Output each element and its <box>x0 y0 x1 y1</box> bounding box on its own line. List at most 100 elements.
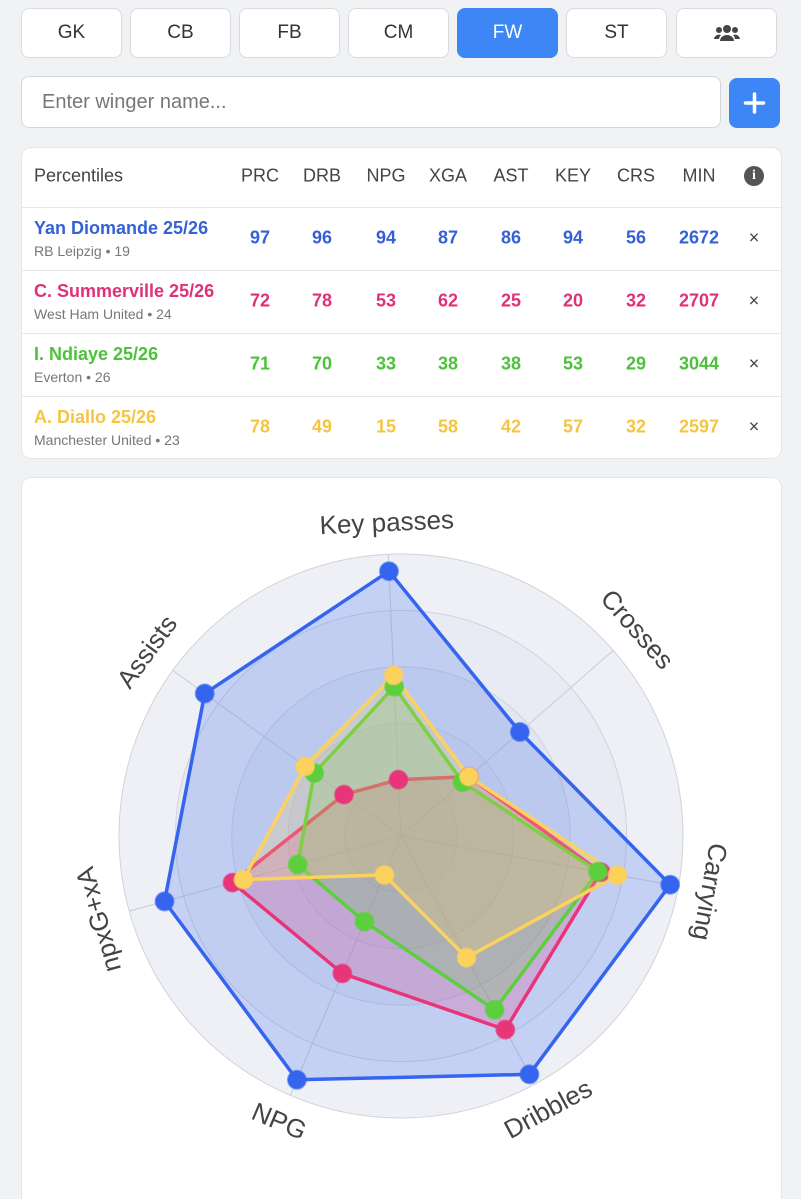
series-point <box>458 766 479 787</box>
position-tab[interactable]: GK <box>21 8 122 58</box>
stat-value: 86 <box>500 227 522 248</box>
spoke <box>400 835 679 887</box>
axis-label: Key passes <box>319 504 455 540</box>
series-point <box>607 865 628 886</box>
stat-value: 49 <box>311 416 333 437</box>
stat-value: 2672 <box>678 227 720 248</box>
series-area <box>162 569 672 1082</box>
series-point <box>378 561 399 582</box>
stat-value: 38 <box>437 353 459 374</box>
stat-value: 29 <box>625 353 647 374</box>
column-header: CRS <box>616 165 656 186</box>
stat-value: 72 <box>249 290 271 311</box>
people-icon <box>713 25 740 41</box>
column-header: XGA <box>428 165 468 186</box>
plus-icon <box>743 92 766 114</box>
stat-value: 2597 <box>678 416 720 437</box>
row-divider <box>21 333 782 334</box>
player-name: I. Ndiaye 25/26 <box>34 344 159 364</box>
series-point <box>388 769 409 790</box>
stat-value: 94 <box>562 227 584 248</box>
column-header: NPG <box>366 165 406 186</box>
series-point <box>374 864 395 885</box>
info-icon[interactable]: i <box>744 166 764 186</box>
stat-value: 38 <box>500 353 522 374</box>
player-name: C. Summerville 25/26 <box>34 281 215 301</box>
column-header: KEY <box>554 165 592 186</box>
remove-button[interactable]: × <box>748 353 760 374</box>
axis-label: npxG+xA <box>69 863 127 975</box>
stat-value: 20 <box>562 290 584 311</box>
series-point <box>333 784 354 805</box>
series-point <box>484 999 505 1020</box>
series-point <box>456 947 477 968</box>
series-area <box>241 673 620 960</box>
player-name: A. Diallo 25/26 <box>34 407 157 427</box>
series-point <box>495 1019 516 1040</box>
stat-value: 32 <box>625 416 647 437</box>
stat-value: 33 <box>375 353 397 374</box>
stat-value: 32 <box>625 290 647 311</box>
player-info: West Ham United • 24 <box>34 306 172 322</box>
remove-button[interactable]: × <box>748 416 760 437</box>
series-point <box>154 891 175 912</box>
stat-value: 70 <box>311 353 333 374</box>
row-divider <box>21 207 782 208</box>
series-point <box>295 756 316 777</box>
stat-value: 87 <box>437 227 459 248</box>
search-input[interactable]: Enter winger name... <box>21 76 721 128</box>
stat-value: 94 <box>375 227 397 248</box>
stat-value: 2707 <box>678 290 720 311</box>
player-info: Manchester United • 23 <box>34 432 180 448</box>
series-point <box>509 722 530 743</box>
position-tab[interactable]: FW <box>457 8 558 58</box>
column-header: MIN <box>682 165 716 186</box>
position-tab[interactable]: CM <box>348 8 449 58</box>
series-point <box>354 911 375 932</box>
column-header: DRB <box>302 165 342 186</box>
spoke <box>129 835 402 912</box>
stat-value: 71 <box>249 353 271 374</box>
remove-button[interactable]: × <box>748 290 760 311</box>
series-point <box>519 1064 540 1085</box>
position-tab[interactable]: CB <box>130 8 231 58</box>
series-point <box>588 861 609 882</box>
remove-button[interactable]: × <box>748 227 760 248</box>
axis-label: Carrying <box>687 841 734 943</box>
stat-value: 58 <box>437 416 459 437</box>
group-tab[interactable] <box>676 8 777 58</box>
stat-value: 97 <box>249 227 271 248</box>
add-button[interactable] <box>729 78 780 128</box>
series-area <box>295 684 600 1012</box>
radar-chart: Key passesCrossesCarryingDribblesNPGnpxG… <box>69 504 734 1146</box>
stat-value: 25 <box>500 290 522 311</box>
chart-card: Key passes Crosses Carrying Dribbles NPG npxG… <box>21 477 782 1199</box>
series-point <box>194 683 215 704</box>
series-point <box>286 1069 307 1090</box>
stat-value: 53 <box>562 353 584 374</box>
player-name: Yan Diomande 25/26 <box>34 218 209 238</box>
stat-value: 96 <box>311 227 333 248</box>
series-point <box>287 854 308 875</box>
series-point <box>660 874 681 895</box>
stat-value: 78 <box>249 416 271 437</box>
position-tab[interactable]: ST <box>566 8 667 58</box>
column-header: AST <box>493 165 529 186</box>
stat-value: 56 <box>625 227 647 248</box>
stat-value: 62 <box>437 290 459 311</box>
row-divider <box>21 396 782 397</box>
row-divider <box>21 270 782 271</box>
series-point <box>332 963 353 984</box>
stat-value: 57 <box>562 416 584 437</box>
position-tab[interactable]: FB <box>239 8 340 58</box>
player-info: Everton • 26 <box>34 369 111 385</box>
spoke <box>400 649 614 837</box>
series-point <box>383 665 404 686</box>
column-header: Percentiles <box>34 165 124 186</box>
stat-value: 53 <box>375 290 397 311</box>
table-card <box>21 147 782 459</box>
series-point <box>233 869 254 890</box>
